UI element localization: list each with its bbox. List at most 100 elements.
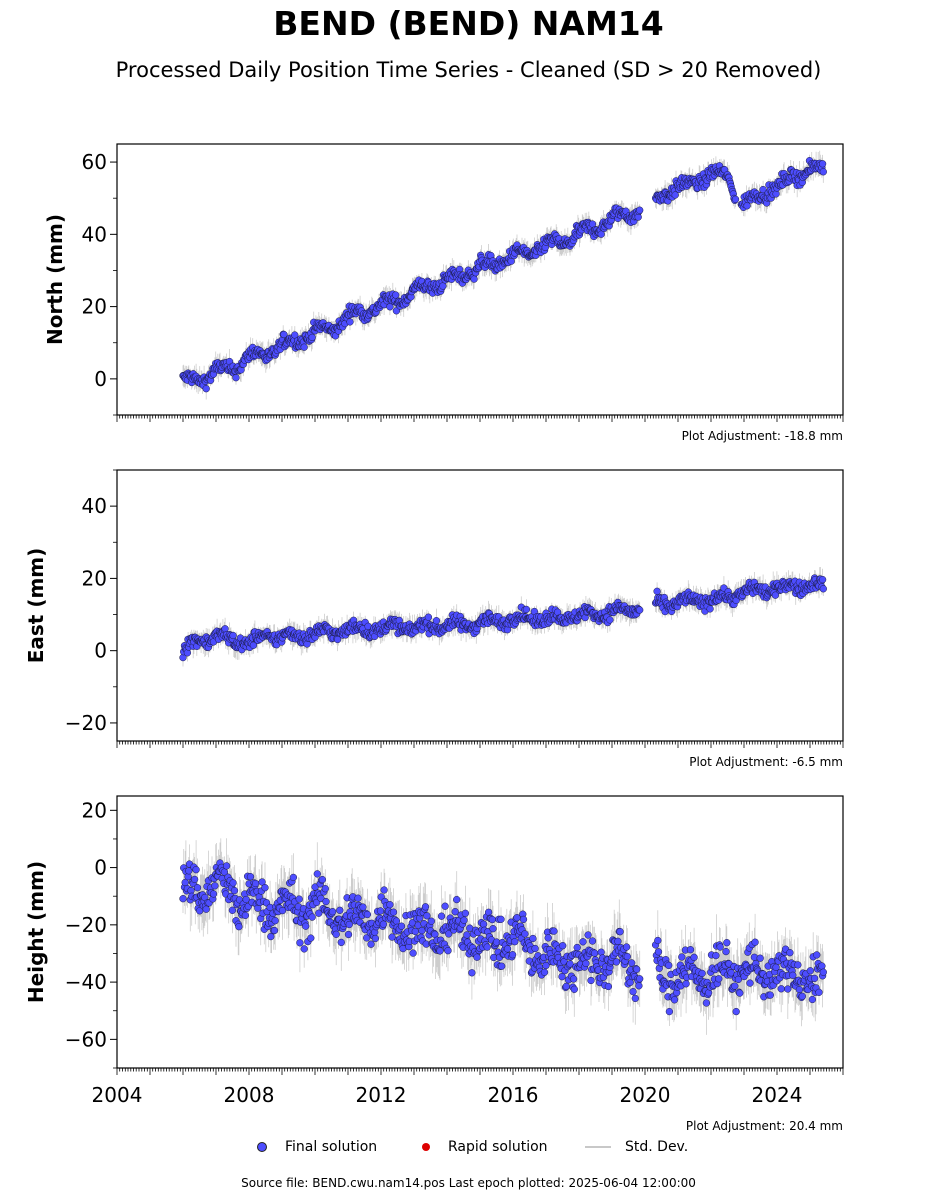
data-point [483,943,491,951]
data-layer [179,567,827,667]
data-point [751,938,759,946]
data-point [686,946,695,954]
data-point [702,999,711,1007]
data-point [550,927,558,935]
data-point [193,884,202,892]
data-point [570,985,578,993]
data-point [432,617,441,625]
data-point [529,934,537,943]
data-point [690,953,698,961]
final-marker-icon [257,1142,267,1152]
y-axis-label: Height (mm) [24,861,48,1003]
data-point [179,895,187,903]
data-point [439,282,447,290]
data-point [786,949,794,957]
data-point [654,948,663,956]
y-tick-label: 0 [94,639,107,663]
data-point [278,906,287,915]
data-point [468,969,476,977]
data-point [463,931,471,939]
data-point [682,980,690,988]
data-point [337,938,345,947]
stddev-bars [182,150,824,400]
data-point [706,605,714,613]
panel-0: 0 20 40 60 North (mm) Plot Adjustment: -18.8 … [43,143,844,443]
data-point [308,333,316,342]
data-point [388,933,396,941]
data-point [461,909,470,917]
data-point [359,903,367,911]
data-point [590,949,599,957]
data-point [723,939,731,947]
data-point [296,939,304,947]
stddev-line-icon [585,1146,611,1148]
data-point [665,1007,674,1016]
data-point [794,961,802,969]
data-point [766,991,774,999]
data-point [519,915,528,924]
plot-adjustment: Plot Adjustment: -18.8 mm [682,429,843,443]
data-point [315,909,323,917]
data-point [795,985,804,994]
data-point [436,947,444,955]
data-point [258,878,266,886]
data-point [192,866,200,874]
legend-rapid: Rapid solution [422,1136,548,1158]
y-tick-label: −20 [65,711,107,735]
data-point [511,938,519,946]
data-point [392,917,401,925]
data-point [665,961,673,970]
data-point [229,631,237,640]
data-point [498,962,506,970]
data-point [190,875,199,884]
data-point [815,988,823,996]
y-tick-label: 20 [82,566,107,590]
data-point [441,902,449,910]
x-tick-label: 2012 [356,1083,407,1107]
x-ticks [116,415,844,422]
data-point [566,960,574,968]
legend-final-label: Final solution [285,1139,378,1155]
data-point [732,1007,740,1016]
legend-final: Final solution [257,1136,377,1158]
data-point [716,943,724,951]
data-point [813,951,821,959]
x-ticks [116,741,844,748]
data-point [540,968,549,976]
data-point [616,928,624,936]
data-point [211,882,219,890]
source-footer: Source file: BEND.cwu.nam14.pos Last epo… [241,1176,696,1190]
data-point [743,202,751,210]
data-point [623,952,631,961]
data-point [633,965,641,973]
data-point [818,160,827,168]
data-point [267,932,275,941]
data-point [670,996,679,1004]
y-tick-label: 0 [94,856,107,880]
data-point [451,908,459,916]
y-tick-label: 40 [82,222,107,246]
data-point [544,934,552,942]
data-point [229,879,237,887]
data-point [573,943,581,952]
data-point [759,185,767,194]
data-point [241,911,250,920]
data-point [251,879,260,888]
data-point [235,923,243,931]
data-point [628,959,636,967]
data-point [503,945,512,953]
y-tick-label: 40 [82,494,107,518]
x-tick-label: 2020 [620,1083,671,1107]
y-tick-label: 60 [82,150,107,174]
data-point [345,920,353,929]
data-point [579,938,587,946]
data-point [771,591,780,599]
data-point [209,890,218,898]
data-point [437,912,446,920]
data-point [731,195,740,203]
data-point [522,605,531,614]
data-point [612,958,621,966]
x-tick-label: 2004 [92,1083,143,1107]
data-point [808,995,817,1004]
